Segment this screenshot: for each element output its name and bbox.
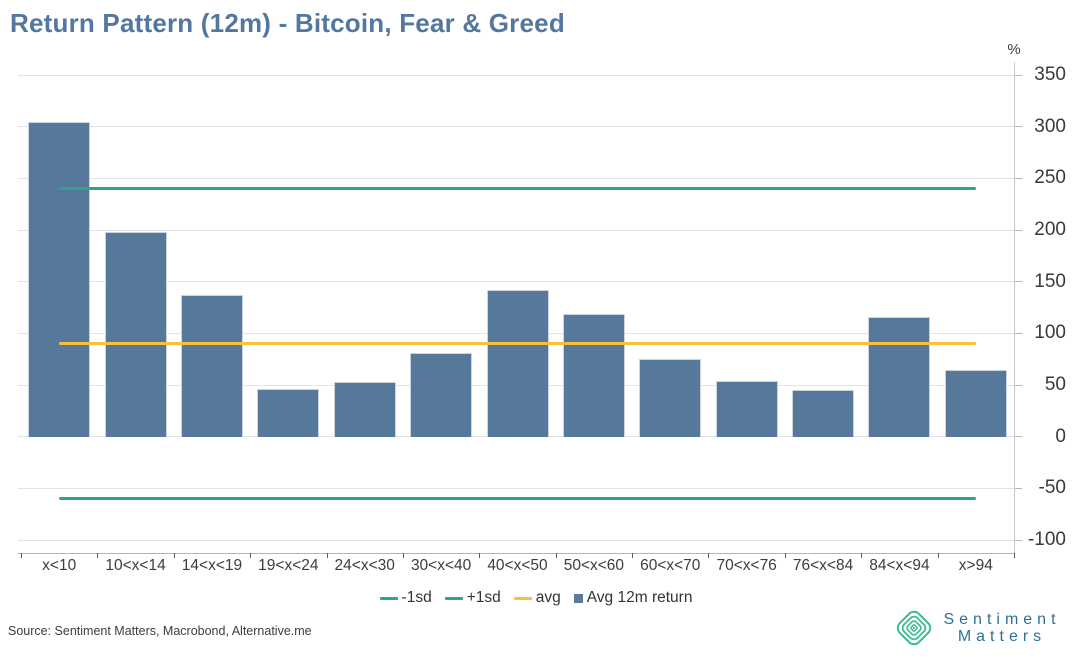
source-note: Source: Sentiment Matters, Macrobond, Al… xyxy=(8,624,312,638)
x-axis-tick xyxy=(1014,553,1015,558)
brand-logo-text: Sentiment Matters xyxy=(938,611,1066,645)
x-axis-category-label: x<10 xyxy=(42,557,77,574)
bar xyxy=(944,369,1007,437)
x-axis-category-label: 30<x<40 xyxy=(410,557,472,574)
bar xyxy=(486,289,549,437)
x-axis-tick xyxy=(784,553,786,558)
y-axis-tick xyxy=(1014,229,1022,231)
bar xyxy=(104,232,167,437)
x-axis-tick xyxy=(250,553,252,558)
y-axis-tick xyxy=(1014,436,1022,438)
x-axis-tick xyxy=(555,553,557,558)
legend-item: +1sd xyxy=(444,589,501,607)
x-axis-category-label: x>94 xyxy=(958,557,993,574)
x-axis-line xyxy=(18,553,1014,554)
y-axis-tick xyxy=(1014,74,1022,76)
y-axis-tick-label: 50 xyxy=(1044,374,1066,395)
plot-area xyxy=(18,62,1022,558)
y-axis-tick-label: 200 xyxy=(1034,219,1066,240)
y-axis-tick xyxy=(1014,281,1022,283)
y-axis-labels: 350 300 250 200 150 100 50 0 -50 -100 xyxy=(1018,62,1068,553)
chart-legend: -1sd +1sd avg Avg 12m return xyxy=(0,589,1072,607)
x-axis-tick xyxy=(173,553,175,558)
bar xyxy=(410,352,473,437)
x-axis-tick xyxy=(861,553,863,558)
bar xyxy=(257,389,320,437)
y-axis-tick-label: -100 xyxy=(1027,529,1066,550)
x-axis-category-label: 50<x<60 xyxy=(563,557,625,574)
bar xyxy=(180,295,243,437)
x-axis-category-label: 14<x<19 xyxy=(181,557,243,574)
nested-diamonds-icon xyxy=(896,610,932,646)
ref-line-1sd xyxy=(59,187,976,191)
x-axis-category-label: 60<x<70 xyxy=(640,557,701,574)
legend-item: Avg 12m return xyxy=(573,589,693,607)
gridline xyxy=(18,487,1014,489)
legend-item: -1sd xyxy=(379,589,432,607)
legend-square-marker xyxy=(573,593,583,603)
x-axis-category-label: 76<x<84 xyxy=(792,557,854,574)
legend-label: avg xyxy=(535,589,561,606)
y-axis-tick-label: 350 xyxy=(1034,64,1066,85)
bar xyxy=(868,316,931,437)
legend-line-marker xyxy=(444,596,463,600)
y-axis-tick-label: 100 xyxy=(1034,322,1066,344)
x-axis-tick xyxy=(21,553,22,558)
y-axis-tick-label: -50 xyxy=(1038,477,1066,499)
legend-label: Avg 12m return xyxy=(586,589,693,606)
legend-line-marker xyxy=(379,596,398,600)
gridline xyxy=(18,177,1014,179)
x-axis-category-label: 19<x<24 xyxy=(258,557,319,574)
x-axis-tick xyxy=(708,553,710,558)
x-axis-tick xyxy=(326,553,328,558)
legend-line-marker xyxy=(513,596,532,600)
gridline xyxy=(18,126,1014,128)
bar xyxy=(639,359,702,437)
x-axis-category-label: 40<x<50 xyxy=(487,557,548,574)
x-axis-category-label: 84<x<94 xyxy=(869,557,930,574)
legend-label: +1sd xyxy=(466,589,501,606)
y-axis-tick xyxy=(1014,487,1022,489)
logo-line2: Matters xyxy=(957,628,1047,645)
y-axis-unit-label: % xyxy=(1007,41,1021,58)
x-axis-category-label: 10<x<14 xyxy=(105,557,166,574)
chart-title: Return Pattern (12m) - Bitcoin, Fear & G… xyxy=(10,8,565,38)
y-axis-tick xyxy=(1014,126,1022,128)
y-axis-line xyxy=(1014,62,1015,553)
gridline xyxy=(18,436,1014,438)
x-axis-tick xyxy=(402,553,404,558)
x-axis-tick xyxy=(479,553,481,558)
legend-item: avg xyxy=(513,589,561,607)
ref-line-avg xyxy=(59,342,976,346)
legend-label: -1sd xyxy=(401,589,432,606)
x-axis-category-label: 70<x<76 xyxy=(716,557,777,574)
bar xyxy=(562,313,625,437)
y-axis-tick-label: 0 xyxy=(1055,425,1066,447)
y-axis-tick-label: 250 xyxy=(1034,167,1066,189)
ref-line-1sd xyxy=(59,497,976,501)
brand-logo: Sentiment Matters xyxy=(896,610,1066,646)
gridline xyxy=(18,281,1014,283)
x-axis-tick xyxy=(632,553,634,558)
gridline xyxy=(18,74,1014,76)
y-axis-tick-label: 300 xyxy=(1034,115,1066,137)
y-axis-tick xyxy=(1014,177,1022,179)
diamond-center-dot xyxy=(912,626,916,630)
y-axis-tick-label: 150 xyxy=(1034,270,1066,292)
bar xyxy=(715,380,778,437)
bar xyxy=(28,121,91,437)
gridline xyxy=(18,539,1014,541)
y-axis-tick xyxy=(1014,539,1022,541)
x-axis-tick xyxy=(937,553,939,558)
x-axis-category-label: 24<x<30 xyxy=(334,557,395,574)
y-axis-tick xyxy=(1014,384,1022,386)
gridline xyxy=(18,229,1014,231)
bar xyxy=(333,381,396,437)
logo-line1: Sentiment xyxy=(943,611,1061,628)
x-axis-tick xyxy=(97,553,99,558)
x-axis-labels: x<10 10<x<14 14<x<19 19<x<24 24<x<30 30<x<40 4… xyxy=(18,557,1014,577)
bar xyxy=(792,390,855,437)
y-axis-tick xyxy=(1014,332,1022,334)
